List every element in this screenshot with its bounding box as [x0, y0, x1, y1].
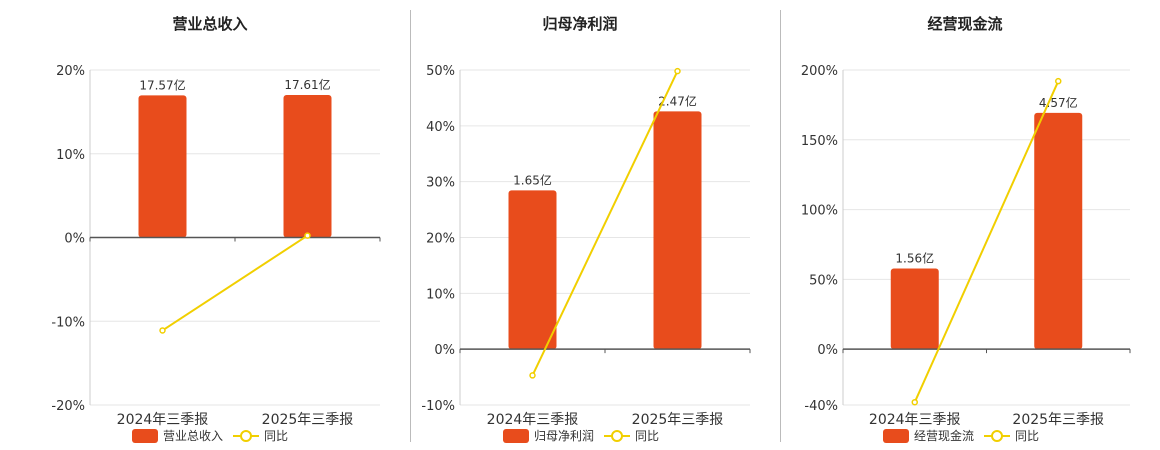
bar: [890, 268, 939, 350]
yoy-point: [674, 67, 681, 75]
bar-value-label: 17.57亿: [139, 77, 185, 92]
y-tick-label: 40%: [426, 120, 455, 135]
chart-panel-3: 经营现金流 -40% 0% 50% 100% 150% 200% 1.56亿 4.57亿 2024…: [801, 15, 1131, 443]
panel-divider: [410, 10, 411, 442]
yoy-line: [161, 234, 309, 332]
legend-bar-swatch: [132, 429, 158, 443]
chart-panel-1: 营业总收入 -20% -10% 0% 10% 20% 17.57亿 17.61亿 2024年三季…: [51, 15, 381, 443]
x-tick-label: 2025年三季报: [632, 412, 724, 428]
y-tick-label: 0%: [434, 343, 455, 358]
bar-value-label: 1.65亿: [513, 172, 552, 187]
chart-title: 归母净利润: [542, 15, 617, 33]
chart-title: 营业总收入: [172, 15, 247, 33]
y-tick-label: 100%: [801, 204, 838, 219]
legend-bar-swatch: [883, 429, 909, 443]
x-tick-label: 2024年三季报: [487, 412, 579, 428]
yoy-line: [913, 80, 1060, 403]
bar-value-label: 4.57亿: [1039, 95, 1078, 110]
legend-line-marker: [991, 430, 1003, 442]
bar: [283, 95, 332, 238]
yoy-point: [529, 372, 536, 379]
legend-line-label: 同比: [635, 429, 659, 443]
legend-line-label: 同比: [1015, 429, 1039, 443]
y-tick-label: 20%: [56, 64, 85, 79]
x-tick-label: 2024年三季报: [117, 412, 209, 428]
y-tick-label: 50%: [809, 273, 838, 288]
yoy-point: [911, 398, 918, 406]
yoy-point: [1055, 77, 1062, 85]
bar-value-label: 1.56亿: [895, 251, 934, 266]
y-tick-label: 20%: [426, 232, 455, 247]
chart-title: 经营现金流: [927, 15, 1002, 33]
legend-line-label: 同比: [264, 429, 288, 443]
yoy-point: [159, 327, 166, 334]
legend-bar-label: 归母净利润: [534, 429, 594, 443]
y-tick-label: 0%: [64, 232, 85, 247]
y-tick-label: -10%: [51, 315, 85, 330]
bar: [653, 111, 702, 350]
y-tick-label: 0%: [817, 343, 838, 358]
y-tick-label: -10%: [421, 399, 455, 414]
y-tick-label: 30%: [426, 176, 455, 191]
bar-value-label: 17.61亿: [284, 77, 330, 92]
y-tick-label: 150%: [801, 134, 838, 149]
y-tick-label: -20%: [51, 399, 85, 414]
legend-line-marker: [240, 430, 252, 442]
x-tick-label: 2024年三季报: [869, 412, 961, 428]
legend-line-marker: [611, 430, 623, 442]
bar-value-label: 2.47亿: [658, 93, 697, 108]
legend-bar-label: 经营现金流: [914, 428, 974, 443]
legend-bar-label: 营业总收入: [163, 429, 223, 443]
x-tick-label: 2025年三季报: [1012, 412, 1104, 428]
panel-divider: [780, 10, 781, 442]
y-tick-label: 10%: [426, 287, 455, 302]
x-tick-label: 2025年三季报: [262, 412, 354, 428]
yoy-line: [531, 70, 679, 376]
bar: [138, 95, 187, 238]
legend-bar-swatch: [503, 429, 529, 443]
chart-panel-2: 归母净利润 -10% 0% 10% 20% 30% 40% 50% 1.65亿 2.47亿 2024…: [421, 15, 751, 443]
bar: [1034, 112, 1083, 350]
y-tick-label: -40%: [804, 399, 838, 414]
y-tick-label: 50%: [426, 64, 455, 79]
y-tick-label: 10%: [56, 148, 85, 163]
bar: [508, 190, 557, 350]
yoy-point: [304, 232, 311, 239]
y-tick-label: 200%: [801, 64, 838, 79]
